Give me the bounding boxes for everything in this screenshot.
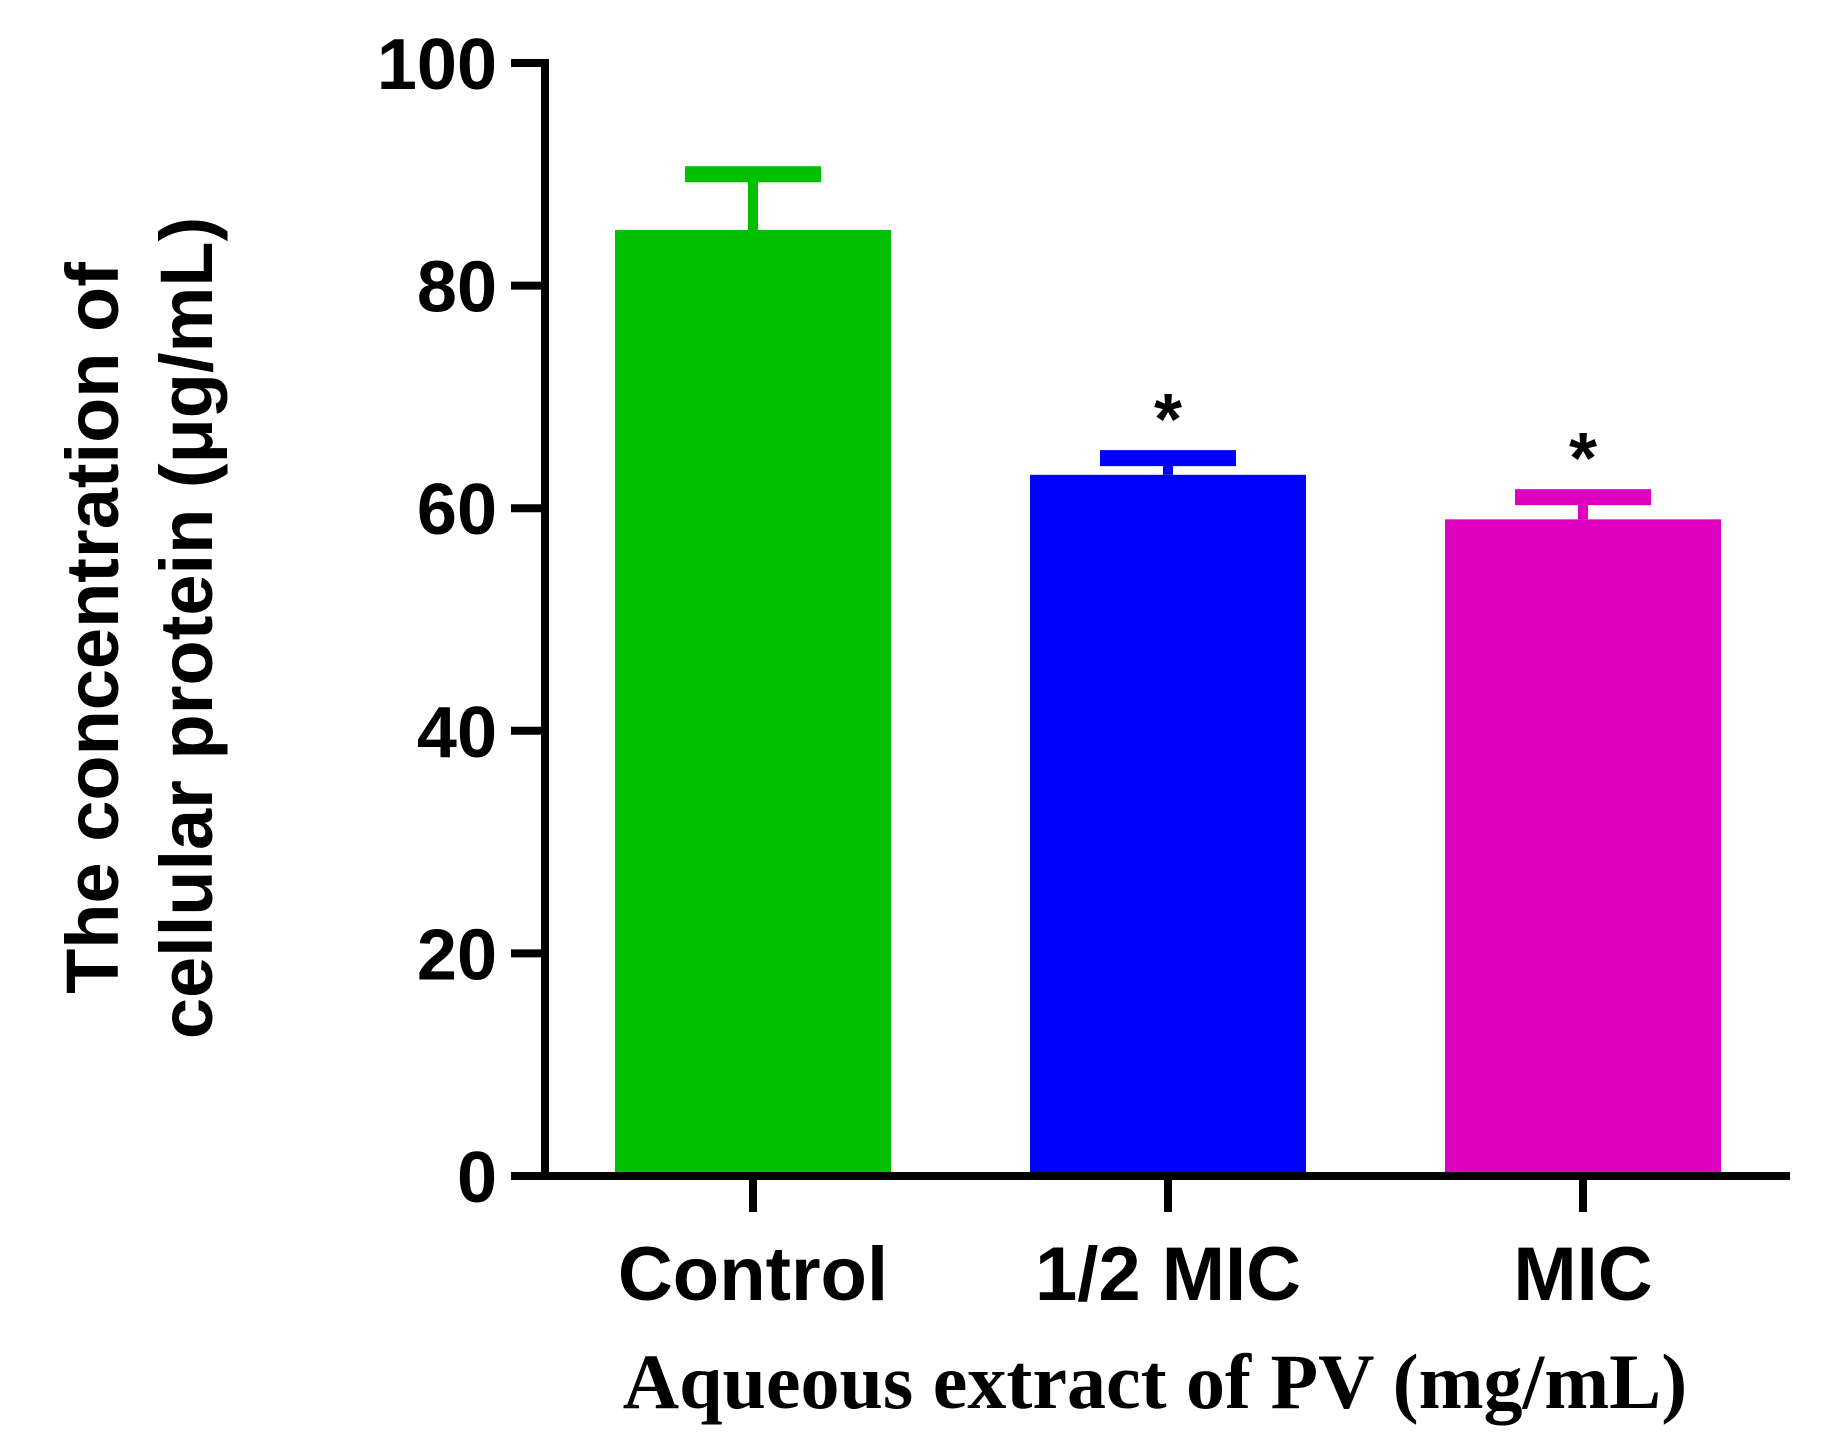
y-tick-label: 100: [377, 25, 497, 105]
x-tick-label: Control: [618, 1232, 888, 1317]
error-bars: [685, 166, 1651, 520]
y-ticks: 0 20 40 60 80 100: [377, 25, 545, 1218]
y-tick-label: 80: [417, 248, 497, 328]
bar: [1030, 474, 1306, 1176]
x-ticks: Control 1/2 MIC MIC: [618, 1176, 1653, 1317]
significance-markers: * *: [1154, 380, 1597, 499]
y-tick-label: 40: [417, 693, 497, 773]
significance-star: *: [1569, 419, 1597, 499]
x-axis-label: Aqueous extract of PV (mg/mL): [623, 1338, 1687, 1425]
x-tick-label: MIC: [1513, 1232, 1652, 1317]
y-tick-label: 60: [417, 470, 497, 550]
bar: [1445, 519, 1721, 1176]
significance-star: *: [1154, 380, 1182, 460]
x-tick-label: 1/2 MIC: [1035, 1232, 1301, 1317]
y-tick-label: 0: [457, 1138, 497, 1218]
bars: [615, 229, 1721, 1176]
y-axis-label: The concentration of cellular protein (μ…: [51, 217, 228, 1039]
bar: [615, 229, 891, 1176]
y-tick-label: 20: [417, 915, 497, 995]
y-axis-label-line2: cellular protein (μg/mL): [145, 217, 228, 1039]
y-axis-label-line1: The concentration of: [51, 262, 134, 994]
